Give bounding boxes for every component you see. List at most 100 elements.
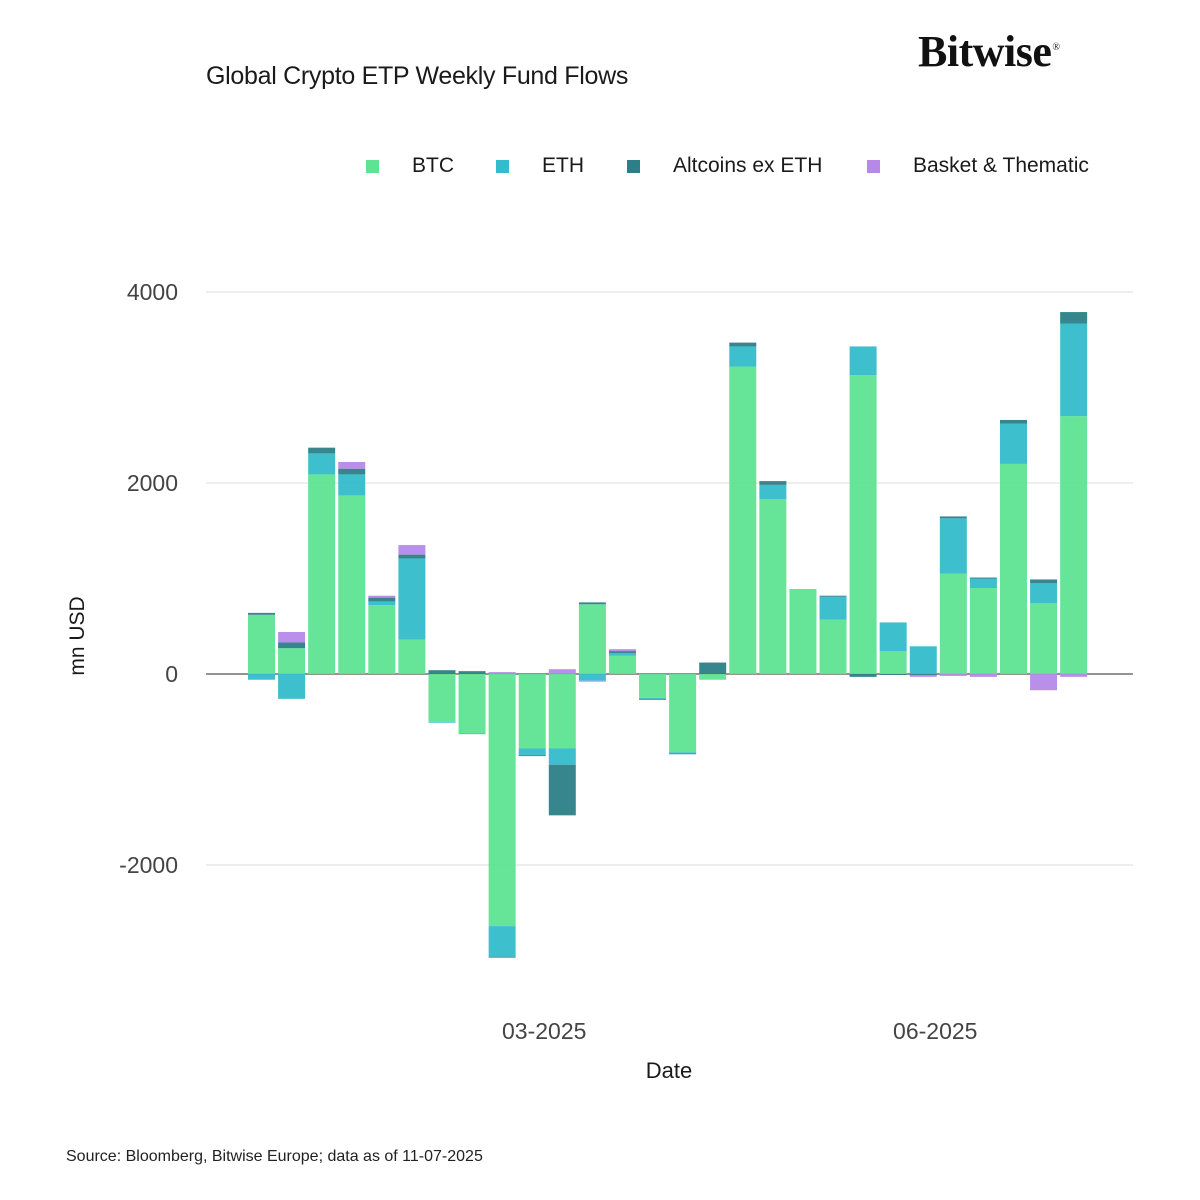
bar-btc-week-20[interactable] xyxy=(819,619,847,674)
bar-basket-thematic-week-27[interactable] xyxy=(1030,674,1058,691)
bar-btc-week-24[interactable] xyxy=(939,573,967,674)
bar-altcoins-ex-eth-week-26[interactable] xyxy=(1000,419,1027,424)
legend-item-eth[interactable]: ETH xyxy=(496,154,584,178)
bar-eth-week-23[interactable] xyxy=(909,646,937,674)
bar-eth-week-8[interactable] xyxy=(458,733,486,735)
bar-altcoins-ex-eth-week-14[interactable] xyxy=(639,698,667,700)
bar-altcoins-ex-eth-week-28[interactable] xyxy=(1060,312,1088,324)
bar-altcoins-ex-eth-week-7[interactable] xyxy=(428,670,456,674)
bar-altcoins-ex-eth-week-1[interactable] xyxy=(248,612,275,615)
bar-btc-week-22[interactable] xyxy=(879,651,907,674)
bar-altcoins-ex-eth-week-16[interactable] xyxy=(699,662,727,674)
bar-altcoins-ex-eth-week-8[interactable] xyxy=(458,671,486,674)
bar-basket-thematic-week-6[interactable] xyxy=(398,545,426,555)
bar-eth-week-13[interactable] xyxy=(608,652,636,656)
bar-btc-week-18[interactable] xyxy=(759,499,787,674)
bar-altcoins-ex-eth-week-20[interactable] xyxy=(819,595,847,597)
legend-item-altcoins[interactable]: Altcoins ex ETH xyxy=(627,154,822,178)
bar-btc-week-13[interactable] xyxy=(608,655,636,674)
bar-eth-week-15[interactable] xyxy=(669,752,697,754)
bar-altcoins-ex-eth-week-9[interactable] xyxy=(488,956,516,958)
bar-eth-week-25[interactable] xyxy=(969,578,997,589)
bar-eth-week-18[interactable] xyxy=(759,484,787,500)
bar-basket-thematic-week-11[interactable] xyxy=(548,669,576,674)
bar-basket-thematic-week-24[interactable] xyxy=(939,674,967,676)
bar-btc-week-19[interactable] xyxy=(789,589,817,674)
bar-basket-thematic-week-12[interactable] xyxy=(578,680,606,682)
bar-basket-thematic-week-5[interactable] xyxy=(368,595,396,598)
bar-eth-week-12[interactable] xyxy=(578,674,606,681)
bar-altcoins-ex-eth-week-17[interactable] xyxy=(729,342,757,347)
bar-btc-week-12[interactable] xyxy=(578,604,606,674)
bar-btc-week-25[interactable] xyxy=(969,588,997,674)
bar-btc-week-27[interactable] xyxy=(1030,603,1058,674)
bar-eth-week-22[interactable] xyxy=(879,622,907,652)
bar-btc-week-26[interactable] xyxy=(1000,463,1027,674)
bar-btc-week-15[interactable] xyxy=(669,674,697,753)
bar-eth-week-20[interactable] xyxy=(819,596,847,620)
bar-eth-week-28[interactable] xyxy=(1060,323,1088,417)
bar-altcoins-ex-eth-week-25[interactable] xyxy=(969,577,997,579)
bar-altcoins-ex-eth-week-10[interactable] xyxy=(518,755,546,757)
legend-item-basket[interactable]: Basket & Thematic xyxy=(867,154,1089,178)
bar-basket-thematic-week-2[interactable] xyxy=(278,631,306,643)
bar-altcoins-ex-eth-week-21[interactable] xyxy=(849,674,877,677)
bar-basket-thematic-week-28[interactable] xyxy=(1060,674,1088,677)
bar-basket-thematic-week-4[interactable] xyxy=(338,461,366,469)
bar-btc-week-9[interactable] xyxy=(488,674,516,927)
bar-btc-week-17[interactable] xyxy=(729,366,757,674)
bar-eth-week-24[interactable] xyxy=(939,518,967,574)
bar-altcoins-ex-eth-week-11[interactable] xyxy=(548,764,576,816)
bar-btc-week-14[interactable] xyxy=(639,674,667,698)
bar-btc-week-11[interactable] xyxy=(548,674,576,749)
legend-item-btc[interactable]: BTC xyxy=(366,154,454,178)
bar-eth-week-4[interactable] xyxy=(338,474,366,496)
bar-altcoins-ex-eth-week-2[interactable] xyxy=(278,642,306,649)
y-tick-label: 2000 xyxy=(127,470,178,496)
bar-btc-week-2[interactable] xyxy=(278,648,306,674)
bar-eth-week-10[interactable] xyxy=(518,748,546,756)
bar-eth-week-5[interactable] xyxy=(368,601,396,606)
bar-btc-week-21[interactable] xyxy=(849,375,877,674)
bar-altcoins-ex-eth-week-12[interactable] xyxy=(578,602,606,605)
bar-altcoins-ex-eth-week-4[interactable] xyxy=(338,468,366,475)
bar-altcoins-ex-eth-week-22[interactable] xyxy=(879,674,907,675)
bar-eth-week-11[interactable] xyxy=(548,748,576,765)
bar-btc-week-10[interactable] xyxy=(518,674,546,749)
bar-altcoins-ex-eth-week-23[interactable] xyxy=(909,674,937,675)
bar-eth-week-1[interactable] xyxy=(248,674,275,680)
bar-altcoins-ex-eth-week-15[interactable] xyxy=(669,753,697,755)
bar-altcoins-ex-eth-week-3[interactable] xyxy=(308,447,336,454)
bar-btc-week-3[interactable] xyxy=(308,474,336,674)
bar-eth-week-9[interactable] xyxy=(488,926,516,957)
bar-btc-week-1[interactable] xyxy=(248,614,275,674)
bar-altcoins-ex-eth-week-6[interactable] xyxy=(398,554,426,559)
bar-basket-thematic-week-25[interactable] xyxy=(969,674,997,677)
bar-eth-week-26[interactable] xyxy=(1000,423,1027,464)
bar-eth-week-14[interactable] xyxy=(639,697,667,699)
bar-eth-week-3[interactable] xyxy=(308,453,336,475)
bar-eth-week-7[interactable] xyxy=(428,721,456,723)
bar-btc-week-8[interactable] xyxy=(458,674,486,734)
registered-mark: ® xyxy=(1052,42,1060,54)
bar-btc-week-5[interactable] xyxy=(368,605,396,674)
bar-eth-week-17[interactable] xyxy=(729,346,757,367)
bar-btc-week-16[interactable] xyxy=(699,674,727,680)
bar-btc-week-28[interactable] xyxy=(1060,416,1088,674)
bar-altcoins-ex-eth-week-27[interactable] xyxy=(1030,579,1058,584)
legend-swatch-altcoins xyxy=(627,159,640,173)
bar-basket-thematic-week-23[interactable] xyxy=(909,674,937,677)
bar-btc-week-6[interactable] xyxy=(398,639,426,674)
bar-eth-week-6[interactable] xyxy=(398,558,426,640)
bar-eth-week-2[interactable] xyxy=(278,674,306,699)
bar-altcoins-ex-eth-week-13[interactable] xyxy=(608,651,636,653)
bar-altcoins-ex-eth-week-24[interactable] xyxy=(939,516,967,519)
bar-basket-thematic-week-9[interactable] xyxy=(488,672,516,674)
bar-altcoins-ex-eth-week-18[interactable] xyxy=(759,481,787,485)
bar-altcoins-ex-eth-week-5[interactable] xyxy=(368,597,396,602)
bar-btc-week-7[interactable] xyxy=(428,674,456,722)
bar-eth-week-21[interactable] xyxy=(849,346,877,376)
bar-eth-week-27[interactable] xyxy=(1030,583,1058,604)
bar-basket-thematic-week-13[interactable] xyxy=(608,649,636,652)
bar-btc-week-4[interactable] xyxy=(338,495,366,674)
